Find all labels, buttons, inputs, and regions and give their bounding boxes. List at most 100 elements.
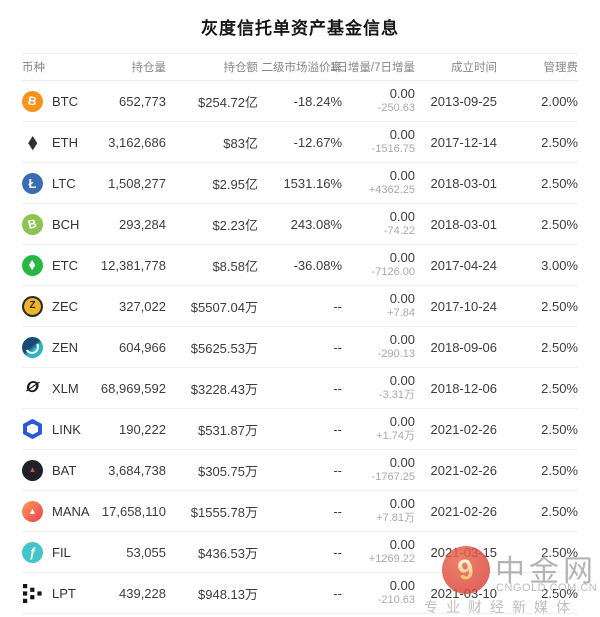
- founded-date: 2018-12-06: [430, 380, 498, 396]
- table-row: LPT 439,228 $948.13万 -- 0.00 -210.63 202…: [22, 573, 578, 614]
- change-7d: -210.63: [377, 594, 415, 606]
- coin-symbol: BAT: [52, 462, 77, 478]
- table-row: ▲ BAT 3,684,738 $305.75万 -- 0.00 -1767.2…: [22, 450, 578, 491]
- change-cell: 0.00 -7126.00: [342, 251, 415, 279]
- coin-cell: LINK: [22, 418, 98, 440]
- coin-cell: Z ZEC: [22, 295, 98, 317]
- change-1d: 0.00: [389, 414, 415, 429]
- holdings-amount: $2.95亿: [212, 176, 258, 192]
- change-7d: +1269.22: [368, 553, 415, 565]
- table-row: ◆ ETH 3,162,686 $83亿 -12.67% 0.00 -1516.…: [22, 122, 578, 163]
- premium-rate: --: [333, 462, 342, 478]
- holdings-value: 439,228: [119, 585, 166, 601]
- fil-icon: ƒ: [22, 541, 43, 563]
- coin-cell: B BCH: [22, 213, 98, 235]
- coin-symbol: XLM: [52, 380, 79, 396]
- change-cell: 0.00 -210.63: [342, 579, 415, 607]
- coin-cell: Ł LTC: [22, 172, 98, 194]
- founded-date: 2018-03-01: [430, 216, 498, 232]
- table-row: Z ZEC 327,022 $5507.04万 -- 0.00 +7.84 20…: [22, 286, 578, 327]
- header-founded-date: 成立时间: [451, 62, 497, 74]
- header-change: 1日增量/7日增量: [330, 62, 415, 74]
- holdings-amount: $1555.78万: [190, 504, 258, 520]
- change-cell: 0.00 +7.81万: [342, 497, 415, 525]
- change-cell: 0.00 -3.31万: [342, 374, 415, 402]
- change-1d: 0.00: [389, 168, 415, 183]
- premium-rate: --: [333, 298, 342, 314]
- change-cell: 0.00 +1269.22: [342, 538, 415, 566]
- header-coin: 币种: [22, 62, 45, 74]
- table-body: B BTC 652,773 $254.72亿 -18.24% 0.00 -250…: [22, 81, 578, 614]
- coin-symbol: ZEC: [52, 298, 78, 314]
- holdings-value: 17,658,110: [101, 503, 166, 519]
- management-fee: 2.50%: [541, 298, 578, 314]
- management-fee: 2.50%: [541, 216, 578, 232]
- founded-date: 2021-02-26: [430, 503, 498, 519]
- coin-cell: Ø XLM: [22, 377, 98, 399]
- premium-rate: -36.08%: [293, 257, 342, 273]
- management-fee: 2.50%: [541, 175, 578, 191]
- mana-icon: ▲: [22, 500, 43, 522]
- founded-date: 2017-10-24: [430, 298, 498, 314]
- coin-cell: B BTC: [22, 90, 98, 112]
- lpt-icon: [23, 583, 42, 603]
- management-fee: 3.00%: [541, 257, 578, 273]
- holdings-value: 68,969,592: [100, 380, 166, 396]
- coin-cell: LPT: [22, 583, 98, 604]
- holdings-amount: $436.53万: [198, 545, 258, 561]
- premium-rate: --: [333, 544, 342, 560]
- change-1d: 0.00: [389, 455, 415, 470]
- header-management-fee: 管理费: [543, 62, 579, 74]
- coin-cell: ◆ ETC: [22, 254, 98, 276]
- change-1d: 0.00: [389, 209, 415, 224]
- holdings-amount: $5625.53万: [190, 340, 258, 356]
- change-cell: 0.00 -290.13: [342, 333, 415, 361]
- header-premium-rate: 二级市场溢价率: [261, 62, 343, 74]
- founded-date: 2021-03-15: [430, 544, 498, 560]
- coin-symbol: ETC: [52, 257, 78, 273]
- change-7d: +7.84: [387, 307, 415, 319]
- change-7d: +4362.25: [368, 184, 415, 196]
- change-1d: 0.00: [389, 496, 415, 511]
- lpt-icon: [22, 583, 43, 604]
- coin-symbol: MANA: [52, 503, 90, 519]
- management-fee: 2.00%: [541, 93, 578, 109]
- etc-icon: ◆: [22, 254, 43, 276]
- coin-cell: ▲ MANA: [22, 500, 98, 522]
- page-title: 灰度信托单资产基金信息: [201, 19, 399, 38]
- table-row: B BTC 652,773 $254.72亿 -18.24% 0.00 -250…: [22, 81, 578, 122]
- founded-date: 2018-03-01: [430, 175, 498, 191]
- change-cell: 0.00 +7.84: [342, 292, 415, 320]
- change-cell: 0.00 +4362.25: [342, 169, 415, 197]
- table-row: B BCH 293,284 $2.23亿 243.08% 0.00 -74.22…: [22, 204, 578, 245]
- change-7d: -1767.25: [371, 471, 415, 483]
- ltc-icon: Ł: [22, 172, 43, 194]
- coin-cell: ◆ ETH: [22, 132, 98, 153]
- management-fee: 2.50%: [541, 134, 578, 150]
- founded-date: 2021-02-26: [430, 462, 498, 478]
- xlm-icon: Ø: [22, 377, 43, 399]
- change-7d: +1.74万: [376, 430, 415, 442]
- premium-rate: --: [333, 421, 342, 437]
- management-fee: 2.50%: [541, 503, 578, 519]
- change-7d: -290.13: [377, 348, 415, 360]
- header-holdings-amount: 持仓额: [223, 62, 259, 74]
- holdings-value: 12,381,778: [100, 257, 166, 273]
- management-fee: 2.50%: [541, 380, 578, 396]
- table-row: Ø XLM 68,969,592 $3228.43万 -- 0.00 -3.31…: [22, 368, 578, 409]
- fund-table: 币种 持仓量 持仓额 二级市场溢价率 1日增量/7日增量 成立时间 管理费 B …: [22, 53, 578, 614]
- premium-rate: -18.24%: [293, 93, 342, 109]
- coin-symbol: BCH: [52, 216, 80, 232]
- holdings-amount: $2.23亿: [212, 217, 258, 233]
- holdings-amount: $8.58亿: [212, 258, 258, 274]
- management-fee: 2.50%: [541, 585, 578, 601]
- change-7d: -74.22: [383, 225, 415, 237]
- change-cell: 0.00 +1.74万: [342, 415, 415, 443]
- coin-symbol: ZEN: [52, 339, 78, 355]
- founded-date: 2017-12-14: [430, 134, 498, 150]
- coin-symbol: BTC: [52, 93, 78, 109]
- management-fee: 2.50%: [541, 339, 578, 355]
- premium-rate: 1531.16%: [283, 175, 342, 191]
- coin-symbol: LTC: [52, 175, 76, 191]
- holdings-value: 293,284: [119, 216, 166, 232]
